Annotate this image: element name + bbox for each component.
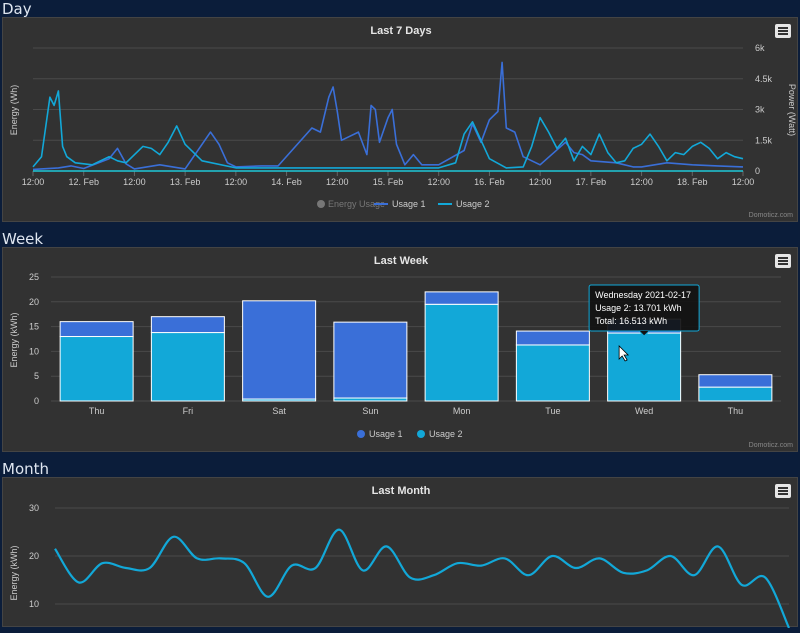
day-x-tick-label: 18. Feb [677, 177, 708, 187]
week-x-tick-label: Tue [545, 406, 560, 416]
week-y-tick-label: 0 [34, 396, 39, 406]
week-bar-usage-1 [59, 321, 134, 338]
week-chart-title: Last Week [374, 255, 429, 267]
week-x-tick-label: Thu [728, 406, 744, 416]
week-x-tick-label: Sat [272, 406, 286, 416]
day-x-tick-label: 15. Feb [373, 177, 404, 187]
day-y2-tick-label: 6k [755, 43, 765, 53]
day-x-tick-label: 17. Feb [576, 177, 607, 187]
day-y2-tick-label: 3k [755, 105, 765, 115]
week-x-tick-label: Fri [183, 406, 194, 416]
week-bar-usage-1 [242, 300, 317, 400]
section-title-month: Month [2, 460, 50, 478]
day-chart-menu-button[interactable] [775, 24, 791, 38]
week-tooltip-usage: Usage 2: 13.701 kWh [595, 303, 682, 313]
week-bar-usage-2 [698, 386, 773, 402]
day-x-tick-label: 13. Feb [170, 177, 201, 187]
day-series-usage-1 [32, 61, 744, 171]
week-tooltip-date: Wednesday 2021-02-17 [595, 290, 691, 300]
week-legend-label: Usage 2 [429, 429, 463, 439]
day-x-tick-label: 12:00 [630, 177, 653, 187]
week-bar-usage-1 [150, 316, 225, 334]
day-chart-panel: Last 7 Days Energy (Wh) Power (Watt) 0 1.5k 3… [2, 17, 798, 222]
day-legend-label: Usage 1 [392, 199, 426, 209]
month-y-tick-label: 20 [29, 551, 39, 561]
month-y-tick-label: 30 [29, 503, 39, 513]
week-bar-usage-2 [150, 332, 225, 402]
week-y-axis-label: Energy (kWh) [9, 312, 19, 367]
week-x-tick-label: Thu [89, 406, 105, 416]
week-bar-usage-2 [607, 332, 682, 402]
week-credit: Domoticz.com [749, 442, 794, 449]
week-bar-usage-2 [515, 344, 590, 402]
week-chart-menu-button[interactable] [775, 254, 791, 268]
day-legend-label: Energy Usage [328, 199, 385, 209]
week-y-tick-label: 20 [29, 297, 39, 307]
day-x-tick-label: 12:00 [326, 177, 349, 187]
day-credit: Domoticz.com [749, 212, 794, 219]
day-y2-tick-label: 4.5k [755, 74, 773, 84]
mouse-cursor-icon [618, 345, 630, 362]
week-legend-marker [417, 430, 425, 438]
day-y2-tick-label: 0 [755, 166, 760, 176]
day-legend-marker [317, 200, 325, 208]
day-x-tick-label: 12. Feb [68, 177, 99, 187]
week-bar-usage-1 [333, 321, 408, 399]
day-y2-tick-label: 1.5k [755, 135, 773, 145]
day-x-tick-label: 14. Feb [271, 177, 302, 187]
week-bar-usage-2 [59, 336, 134, 402]
week-y-tick-label: 15 [29, 322, 39, 332]
week-chart-panel: Last Week Energy (kWh) 0 5 10 15 20 25 Thu Fri Sat… [2, 247, 798, 452]
day-x-tick-label: 12:00 [225, 177, 248, 187]
week-x-tick-label: Sun [362, 406, 378, 416]
week-x-tick-label: Mon [453, 406, 471, 416]
month-chart: Last Month Energy (kWh) 10 20 30 [9, 485, 791, 629]
day-chart: Last 7 Days Energy (Wh) Power (Watt) 0 1.5k 3… [9, 25, 797, 219]
week-tooltip-total: Total: 16.513 kWh [595, 316, 667, 326]
day-y-axis-label: Energy (Wh) [9, 85, 19, 136]
day-chart-title: Last 7 Days [370, 25, 431, 37]
month-series-line [54, 528, 791, 629]
week-bar-usage-2 [424, 303, 499, 402]
day-legend-label: Usage 2 [456, 199, 490, 209]
day-x-tick-label: 16. Feb [474, 177, 505, 187]
week-bar-usage-1 [424, 291, 499, 305]
month-y-axis-label: Energy (kWh) [9, 545, 19, 600]
month-chart-title: Last Month [372, 485, 431, 497]
week-tooltip-pointer [638, 330, 650, 337]
section-title-week: Week [2, 230, 44, 248]
month-y-tick-label: 10 [29, 599, 39, 609]
month-chart-menu-button[interactable] [775, 484, 791, 498]
week-x-tick-label: Wed [635, 406, 653, 416]
week-legend-label: Usage 1 [369, 429, 403, 439]
day-x-tick-label: 12:00 [123, 177, 146, 187]
week-y-tick-label: 10 [29, 346, 39, 356]
day-y2-axis-label: Power (Watt) [787, 84, 797, 136]
week-legend-marker [357, 430, 365, 438]
section-title-day: Day [2, 0, 32, 18]
week-bar-usage-1 [515, 330, 590, 346]
day-x-tick-label: 12:00 [427, 177, 450, 187]
week-bar-usage-1 [698, 374, 773, 388]
week-y-tick-label: 5 [34, 371, 39, 381]
day-x-tick-label: 12:00 [22, 177, 45, 187]
week-y-tick-label: 25 [29, 272, 39, 282]
day-series-usage-2 [32, 90, 744, 169]
day-x-tick-label: 12:00 [732, 177, 755, 187]
month-chart-panel: Last Month Energy (kWh) 10 20 30 [2, 477, 798, 629]
week-chart: Last Week Energy (kWh) 0 5 10 15 20 25 Thu Fri Sat… [9, 255, 794, 449]
day-x-tick-label: 12:00 [529, 177, 552, 187]
